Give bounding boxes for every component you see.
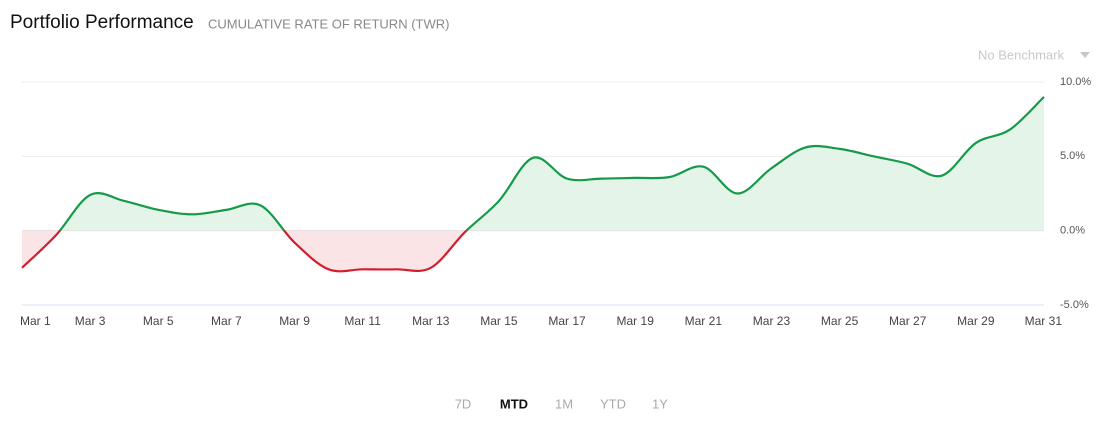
x-tick-label: Mar 5 xyxy=(143,314,174,328)
range-button[interactable]: YTD xyxy=(600,396,626,411)
dropdown-arrow[interactable] xyxy=(1080,52,1090,58)
x-tick-label: Mar 17 xyxy=(548,314,586,328)
x-tick-label: Mar 21 xyxy=(685,314,723,328)
y-tick-label: -5.0% xyxy=(1060,299,1089,311)
x-tick-label: Mar 27 xyxy=(889,314,927,328)
range-button[interactable]: 1M xyxy=(555,396,573,411)
benchmark-select[interactable]: No Benchmark xyxy=(978,47,1064,62)
x-tick-label: Mar 1 xyxy=(20,314,51,328)
range-button[interactable]: MTD xyxy=(500,396,528,411)
y-tick-label: 5.0% xyxy=(1060,150,1085,162)
chart-title: Portfolio Performance xyxy=(10,12,194,33)
y-tick-label: 0.0% xyxy=(1060,225,1085,237)
y-tick-label: 10.0% xyxy=(1060,76,1091,88)
x-tick-label: Mar 15 xyxy=(480,314,518,328)
x-tick-label: Mar 13 xyxy=(412,314,450,328)
x-tick-label: Mar 31 xyxy=(1025,314,1063,328)
x-tick-label: Mar 11 xyxy=(344,314,381,328)
x-tick-label: Mar 19 xyxy=(617,314,655,328)
range-button[interactable]: 1Y xyxy=(652,396,668,411)
chart-subtitle: CUMULATIVE RATE OF RETURN (TWR) xyxy=(208,16,449,31)
x-tick-label: Mar 23 xyxy=(753,314,791,328)
return-line xyxy=(21,96,1045,273)
area-fill xyxy=(22,96,1044,272)
x-tick-label: Mar 25 xyxy=(821,314,859,328)
x-tick-label: Mar 7 xyxy=(211,314,242,328)
x-tick-label: Mar 3 xyxy=(75,314,106,328)
x-tick-label: Mar 29 xyxy=(957,314,995,328)
x-tick-label: Mar 9 xyxy=(279,314,310,328)
range-button[interactable]: 7D xyxy=(455,396,472,411)
